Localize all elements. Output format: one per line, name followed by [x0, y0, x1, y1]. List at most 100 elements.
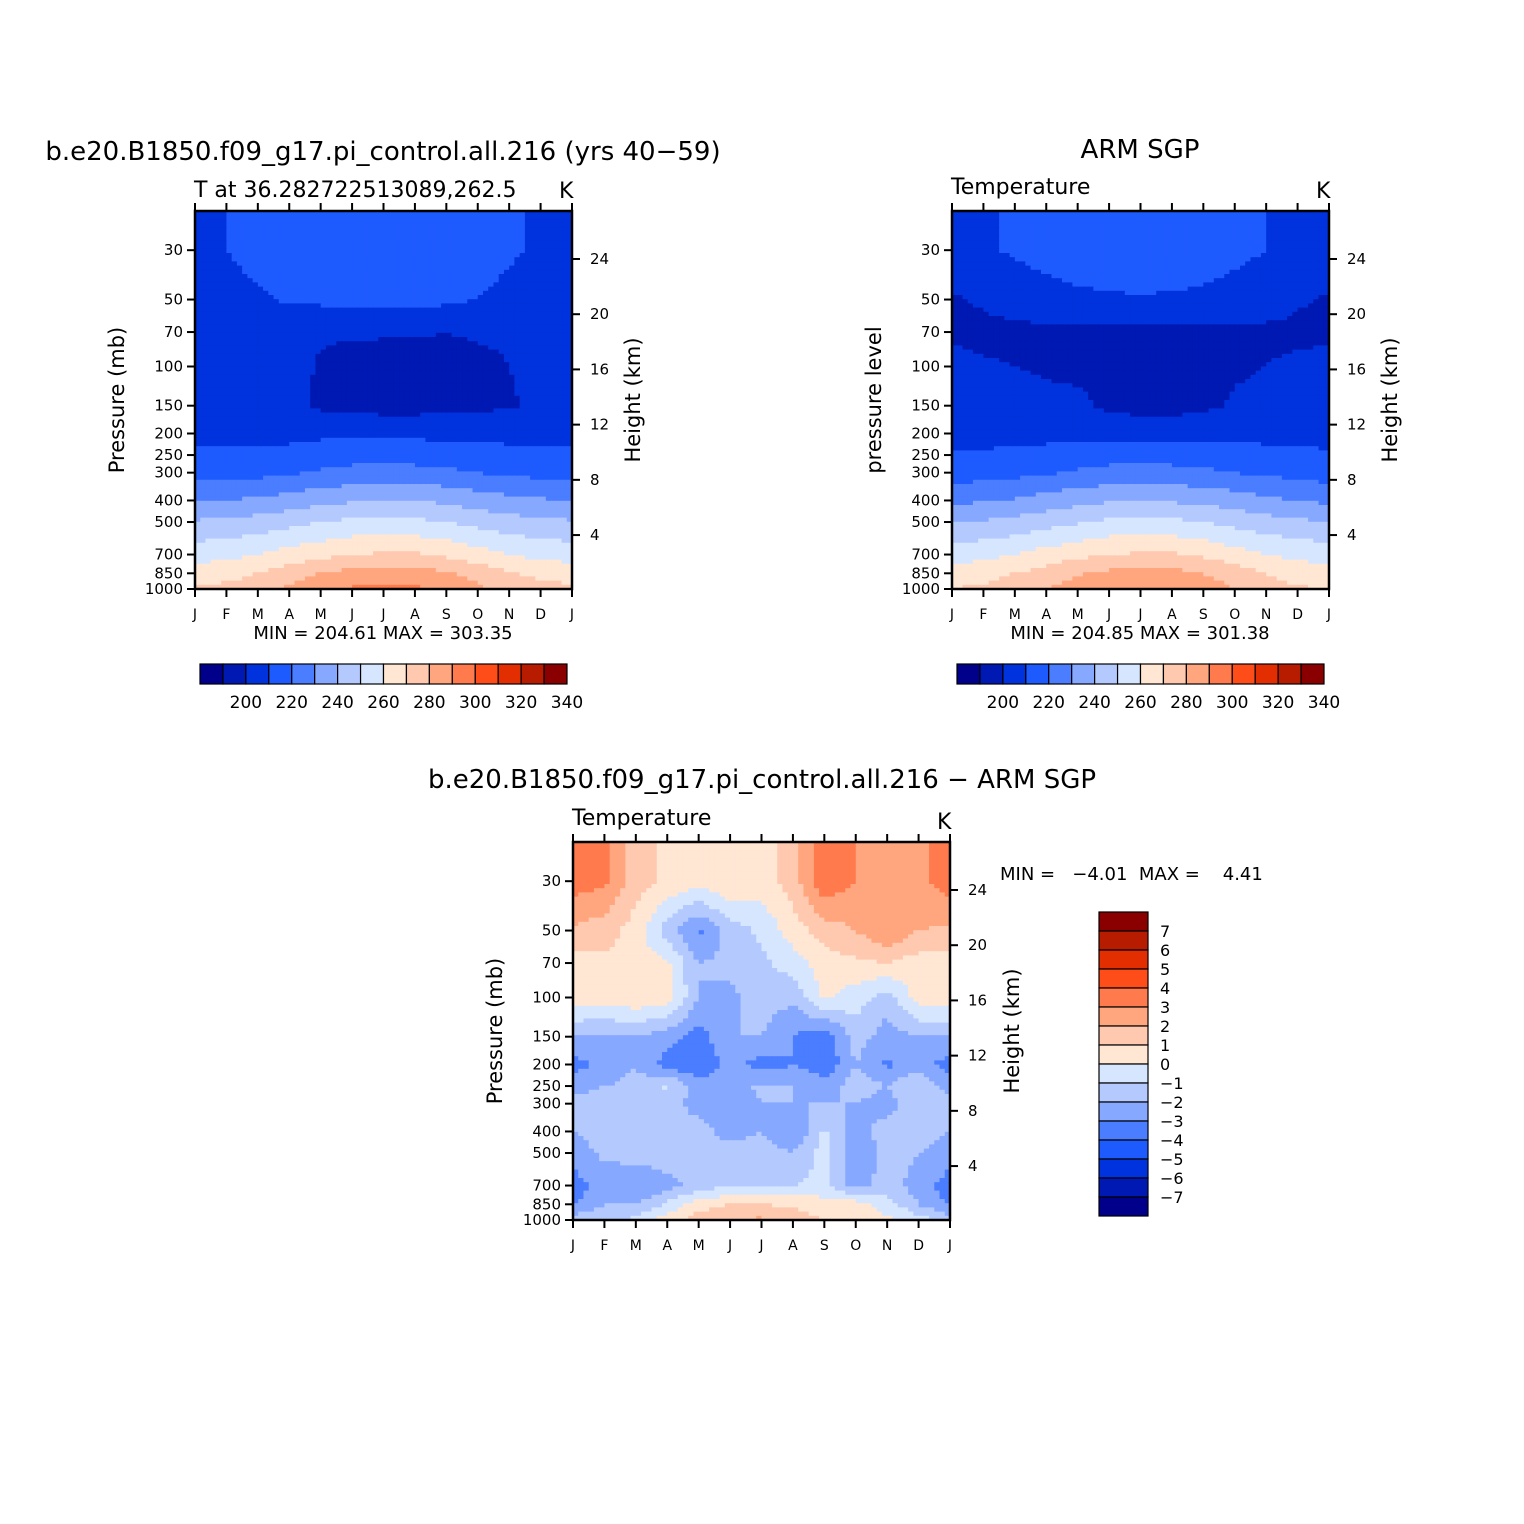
heatmap-cell	[205, 337, 212, 342]
heatmap-cell	[226, 328, 233, 334]
heatmap-cell	[310, 248, 317, 254]
heatmap-cell	[467, 299, 474, 304]
heatmap-cell	[509, 433, 516, 439]
heatmap-cell	[367, 425, 374, 430]
heatmap-cell	[294, 227, 301, 233]
heatmap-cell	[388, 278, 395, 283]
heatmap-cell	[451, 353, 458, 359]
heatmap-cell	[493, 244, 500, 250]
heatmap-cell	[477, 442, 484, 447]
heatmap-cell	[215, 265, 222, 271]
heatmap-cell	[477, 467, 484, 472]
heatmap-cell	[556, 244, 563, 250]
heatmap-cell	[231, 223, 238, 229]
heatmap-cell	[357, 257, 364, 262]
heatmap-cell	[236, 374, 243, 380]
heatmap-cell	[215, 500, 222, 506]
heatmap-cell	[195, 450, 201, 456]
heatmap-cell	[404, 215, 411, 220]
heatmap-cell	[221, 366, 228, 372]
heatmap-cell	[488, 324, 495, 330]
heatmap-cell	[556, 429, 563, 435]
heatmap-cell	[535, 496, 542, 502]
heatmap-cell	[226, 227, 233, 233]
heatmap-cell	[236, 324, 243, 330]
heatmap-cell	[498, 286, 505, 292]
heatmap-cell	[336, 404, 343, 409]
heatmap-cell	[503, 446, 510, 451]
heatmap-cell	[435, 366, 442, 372]
heatmap-cell	[341, 265, 348, 271]
heatmap-cell	[315, 442, 322, 447]
heatmap-cell	[509, 353, 516, 359]
heatmap-cell	[551, 223, 557, 229]
heatmap-cell	[441, 421, 447, 426]
heatmap-cell	[357, 227, 364, 233]
heatmap-cell	[195, 303, 201, 309]
heatmap-cell	[503, 383, 510, 388]
heatmap-cell	[509, 265, 516, 271]
heatmap-cell	[341, 400, 348, 405]
heatmap-cell	[242, 425, 248, 430]
heatmap-cell	[556, 400, 563, 405]
heatmap-cell	[231, 324, 238, 330]
heatmap-cell	[242, 337, 248, 342]
heatmap-cell	[462, 379, 468, 384]
heatmap-cell	[540, 265, 547, 271]
heatmap-cell	[325, 253, 332, 258]
heatmap-cell	[420, 467, 426, 472]
heatmap-cell	[420, 269, 426, 275]
heatmap-cell	[524, 286, 531, 292]
heatmap-cell	[441, 223, 447, 229]
heatmap-cell	[320, 458, 327, 464]
heatmap-cell	[210, 307, 217, 313]
heatmap-cell	[456, 290, 463, 296]
heatmap-cell	[257, 370, 264, 376]
heatmap-cell	[420, 442, 426, 447]
heatmap-cell	[535, 244, 542, 250]
heatmap-cell	[294, 341, 301, 346]
heatmap-cell	[346, 316, 353, 321]
heatmap-cell	[278, 274, 285, 279]
heatmap-cell	[320, 353, 327, 359]
heatmap-cell	[257, 253, 264, 258]
heatmap-cell	[519, 261, 526, 267]
heatmap-cell	[231, 400, 238, 405]
heatmap-cell	[352, 383, 358, 388]
heatmap-cell	[561, 332, 568, 338]
heatmap-cell	[310, 320, 317, 325]
heatmap-cell	[221, 244, 228, 250]
heatmap-cell	[498, 219, 505, 225]
heatmap-cell	[519, 374, 526, 380]
heatmap-cell	[268, 395, 275, 401]
heatmap-cell	[409, 467, 416, 472]
heatmap-cell	[524, 227, 531, 233]
heatmap-cell	[263, 253, 269, 258]
heatmap-cell	[299, 274, 306, 279]
heatmap-cell	[451, 295, 458, 300]
heatmap-cell	[399, 219, 406, 225]
heatmap-cell	[519, 379, 526, 384]
heatmap-cell	[226, 458, 233, 464]
heatmap-cell	[373, 295, 379, 300]
heatmap-cell	[399, 240, 406, 246]
heatmap-cell	[236, 265, 243, 271]
heatmap-cell	[530, 328, 536, 334]
heatmap-cell	[556, 366, 563, 372]
heatmap-cell	[205, 316, 212, 321]
heatmap-cell	[357, 458, 364, 464]
heatmap-cell	[231, 244, 238, 250]
heatmap-cell	[451, 278, 458, 283]
heatmap-cell	[488, 492, 495, 498]
heatmap-cell	[247, 463, 254, 468]
heatmap-cell	[289, 345, 296, 351]
heatmap-cell	[519, 496, 526, 502]
heatmap-cell	[378, 282, 385, 288]
heatmap-cell	[535, 425, 542, 430]
heatmap-cell	[284, 400, 290, 405]
heatmap-cell	[456, 484, 463, 489]
heatmap-cell	[221, 265, 228, 271]
heatmap-cell	[205, 341, 212, 346]
heatmap-cell	[226, 454, 233, 460]
heatmap-cell	[545, 458, 552, 464]
